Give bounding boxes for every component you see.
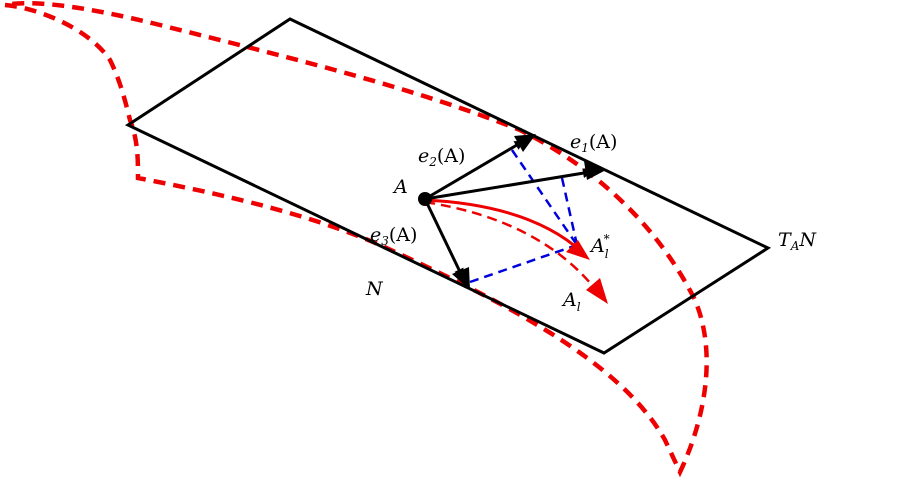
tangent-plane	[124, 17, 772, 355]
vector-e3	[423, 198, 464, 279]
basis-vectors	[423, 140, 593, 279]
point-a	[418, 192, 432, 206]
label-e1: e1(A)	[570, 131, 617, 155]
vector-e2	[424, 140, 525, 201]
vector-e3-arrowhead	[452, 267, 470, 290]
label-a-l: Al	[561, 289, 581, 314]
vector-e2-arrowhead	[514, 134, 536, 152]
label-e2: e2(A)	[418, 145, 465, 169]
vector-e1-arrowhead	[584, 161, 606, 180]
label-tangent-plane: TAN	[778, 229, 817, 253]
projection-lines	[469, 149, 579, 284]
curve-a-star	[424, 198, 584, 254]
manifold-outline	[4, 0, 709, 478]
vector-e1	[424, 168, 593, 201]
curve-a-l	[424, 200, 597, 291]
label-a-star: Al*	[589, 232, 610, 261]
label-point-a: A	[392, 176, 408, 198]
label-manifold: N	[365, 278, 384, 300]
curve-a-star-arrowhead	[566, 240, 590, 260]
label-e3: e3(A)	[370, 224, 417, 248]
curve-a-l-arrowhead	[586, 278, 608, 304]
